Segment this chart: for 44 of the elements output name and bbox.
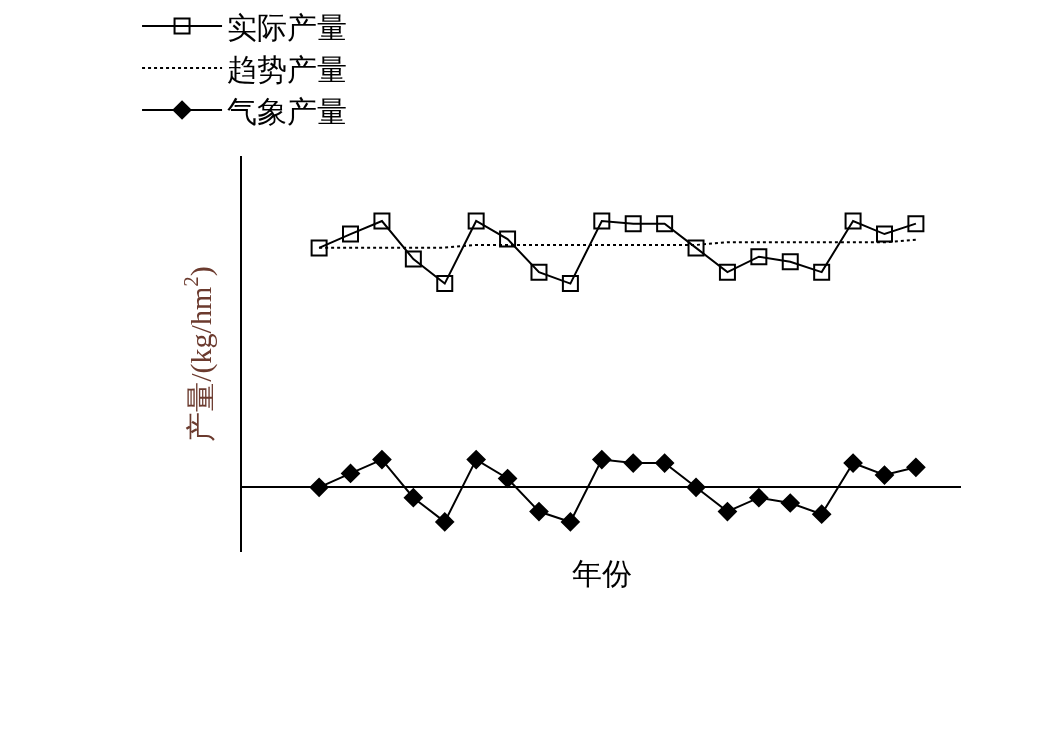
point — [436, 275, 454, 293]
point — [655, 453, 675, 473]
point — [656, 215, 674, 233]
point — [561, 275, 579, 293]
legend-label: 趋势产量 — [227, 52, 348, 86]
point — [342, 225, 360, 243]
point — [812, 504, 832, 524]
point — [780, 493, 800, 513]
point — [843, 453, 863, 473]
point — [907, 215, 925, 233]
point — [813, 263, 831, 281]
point — [749, 488, 769, 508]
point — [372, 450, 392, 470]
point — [686, 477, 706, 497]
point — [373, 212, 391, 230]
point — [875, 225, 893, 243]
point — [529, 502, 549, 521]
point — [718, 263, 736, 281]
point — [310, 239, 328, 257]
point — [592, 450, 612, 470]
legend-label: 气象产量 — [227, 94, 348, 128]
point — [623, 453, 643, 473]
point — [341, 463, 360, 483]
point — [403, 488, 423, 508]
point — [750, 248, 768, 266]
point — [467, 212, 485, 230]
legend-label: 实际产量 — [227, 10, 348, 44]
point — [687, 239, 705, 257]
point — [875, 465, 894, 485]
point — [781, 253, 799, 271]
point — [906, 457, 926, 477]
x-axis-title: 年份 — [571, 556, 632, 590]
point — [530, 263, 548, 281]
point — [593, 212, 611, 230]
point — [717, 502, 737, 521]
point — [624, 215, 642, 233]
point — [498, 469, 518, 488]
point — [435, 512, 455, 532]
point — [560, 512, 580, 532]
point — [466, 450, 486, 470]
point — [404, 250, 422, 268]
point — [844, 212, 862, 230]
point — [309, 477, 329, 497]
point — [499, 230, 517, 248]
